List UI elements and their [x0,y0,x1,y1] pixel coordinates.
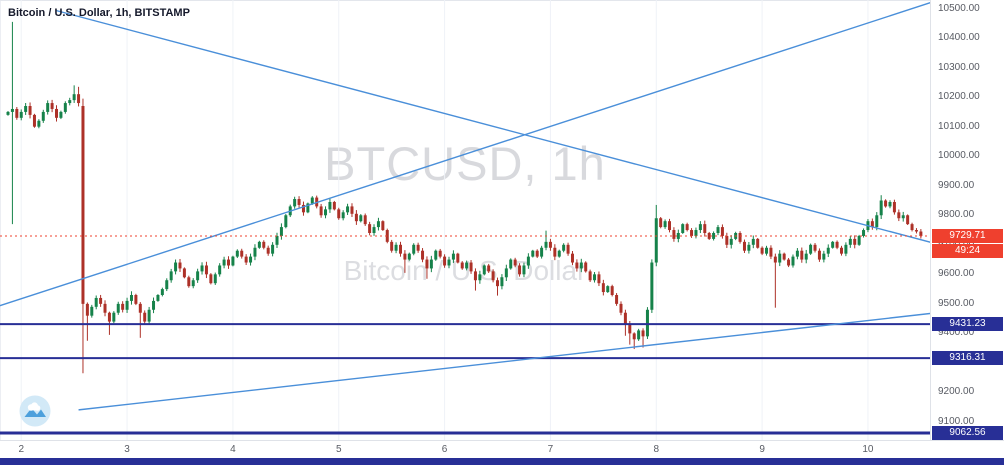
time-tick-label: 6 [441,444,448,455]
price-tick-label: 9800.00 [938,209,975,221]
price-tick-label: 10000.00 [938,150,980,162]
time-axis[interactable]: 2 3 4 5 6 7 8 9 10 [0,440,1004,458]
price-tick-label: 9900.00 [938,179,975,191]
time-tick-label: 9 [759,444,765,455]
time-tick-label: 8 [653,444,660,455]
time-tick-label: 4 [230,444,236,455]
current-price-label: 9729.71 [932,229,1003,244]
tradingview-logo[interactable] [19,395,51,427]
price-tick-label: 10300.00 [938,61,980,73]
price-tick-label: 10200.00 [938,91,980,103]
candle-countdown-label: 49:24 [932,244,1003,259]
candles-series [6,21,923,374]
time-tick-label: 7 [547,444,554,455]
symbol-legend[interactable]: Bitcoin / U.S. Dollar, 1h, BITSTAMP [8,7,190,19]
bottom-bar [0,458,1004,465]
price-tick-label: 9600.00 [938,268,975,280]
time-tick-label: 3 [124,444,130,455]
price-tick-label: 9400.00 [938,327,975,339]
candlestick-chart[interactable] [0,0,930,440]
chart-area[interactable]: BTCUSD, 1h Bitcoin / U.S. Dollar Bitcoin… [0,0,930,440]
lower-ascending-trendline[interactable] [78,305,930,411]
price-tick-label: 9500.00 [938,297,975,309]
price-axis[interactable]: 9729.71 49:24 9431.23 9316.31 9062.56 10… [930,0,1004,441]
horizontal-line-label: 9431.23 [932,317,1003,332]
price-tick-label: 10400.00 [938,32,980,44]
tradingview-logo-icon [19,395,51,427]
time-tick-label: 10 [862,444,874,455]
time-tick-label: 5 [335,444,342,455]
price-tick-label: 9100.00 [938,415,975,427]
horizontal-line-label: 9062.56 [932,426,1003,441]
price-tick-label: 10100.00 [938,120,980,132]
descending-trendline[interactable] [56,9,930,262]
time-tick-label: 2 [18,444,24,455]
ascending-trendline[interactable] [0,0,930,307]
price-tick-label: 9200.00 [938,386,975,398]
day-gridlines [20,0,869,440]
price-tick-label: 10500.00 [938,2,980,14]
horizontal-line-label: 9316.31 [932,351,1003,366]
